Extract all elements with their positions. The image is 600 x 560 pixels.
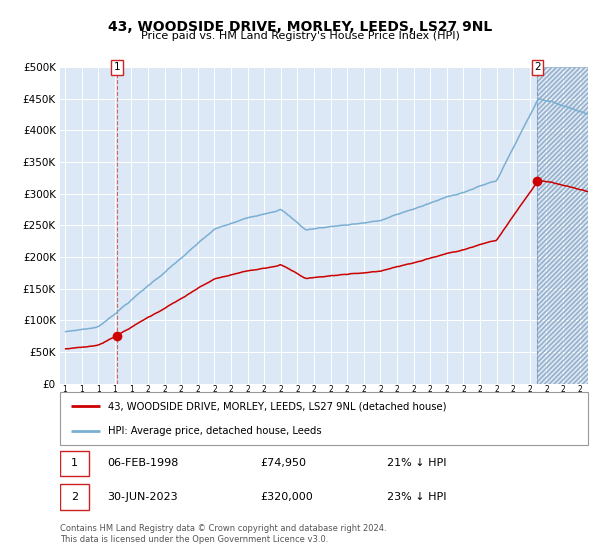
Text: 21% ↓ HPI: 21% ↓ HPI [388,459,447,468]
FancyBboxPatch shape [60,451,89,476]
Text: £320,000: £320,000 [260,492,313,502]
Text: 43, WOODSIDE DRIVE, MORLEY, LEEDS, LS27 9NL (detached house): 43, WOODSIDE DRIVE, MORLEY, LEEDS, LS27 … [107,402,446,412]
Text: 30-JUN-2023: 30-JUN-2023 [107,492,178,502]
Text: £74,950: £74,950 [260,459,307,468]
Text: 06-FEB-1998: 06-FEB-1998 [107,459,179,468]
Text: 1: 1 [71,459,78,468]
FancyBboxPatch shape [60,484,89,510]
Text: Contains HM Land Registry data © Crown copyright and database right 2024.
This d: Contains HM Land Registry data © Crown c… [60,524,386,544]
FancyBboxPatch shape [60,392,588,445]
Text: 43, WOODSIDE DRIVE, MORLEY, LEEDS, LS27 9NL: 43, WOODSIDE DRIVE, MORLEY, LEEDS, LS27 … [108,20,492,34]
Text: 1: 1 [113,62,120,72]
Text: 2: 2 [71,492,78,502]
Text: HPI: Average price, detached house, Leeds: HPI: Average price, detached house, Leed… [107,426,321,436]
Text: 23% ↓ HPI: 23% ↓ HPI [388,492,447,502]
Text: Price paid vs. HM Land Registry's House Price Index (HPI): Price paid vs. HM Land Registry's House … [140,31,460,41]
Text: 2: 2 [534,62,541,72]
